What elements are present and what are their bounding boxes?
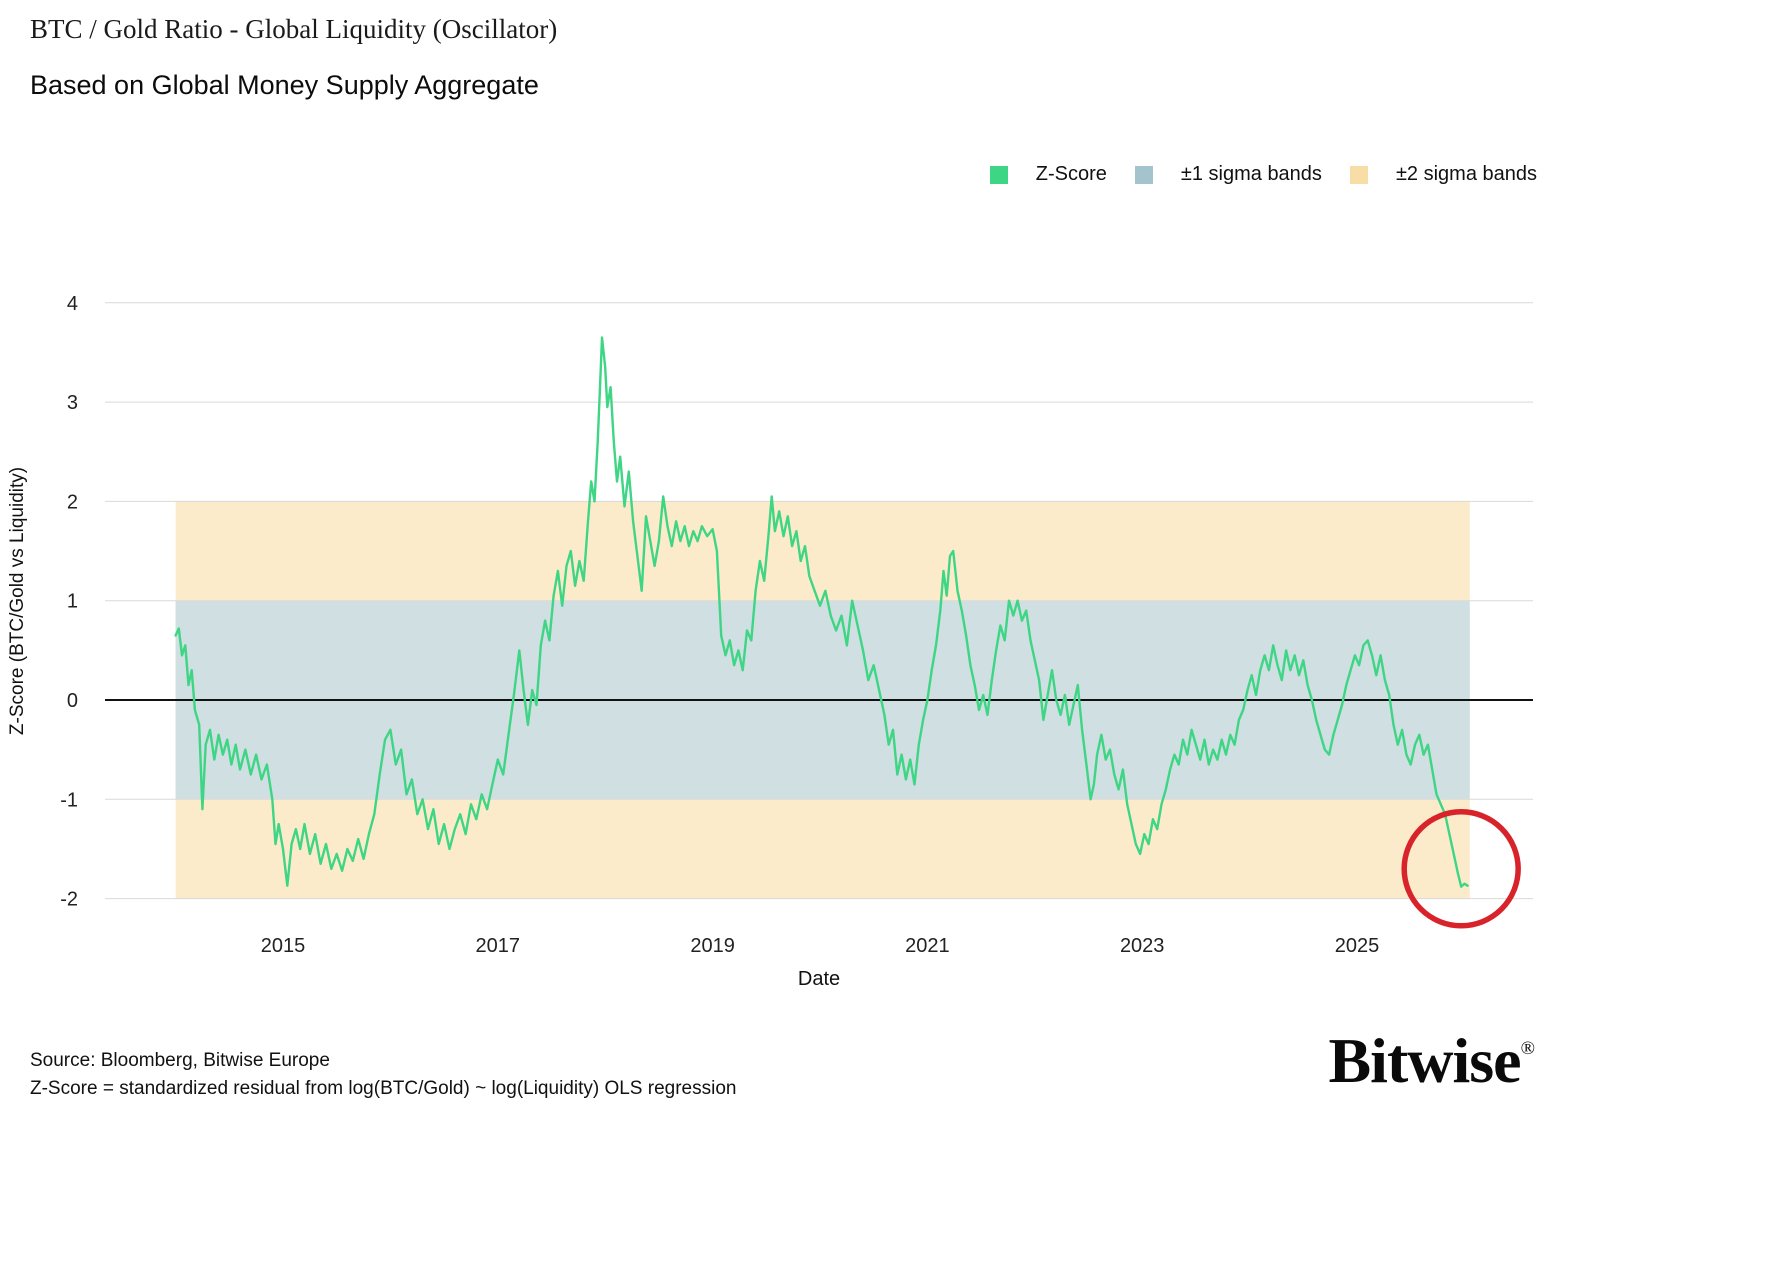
- chart-title: BTC / Gold Ratio - Global Liquidity (Osc…: [30, 14, 558, 44]
- zscore-line: [174, 336, 1469, 888]
- legend-item-zscore: Z-Score: [989, 163, 1107, 186]
- legend-item-sigma1: ±1 sigma bands: [1134, 163, 1322, 186]
- chart-legend: Z-Score ±1 sigma bands ±2 sigma bands: [989, 163, 1537, 186]
- x-tick-label: 2021: [905, 935, 950, 957]
- x-tick-label: 2015: [261, 935, 306, 957]
- definition-note: Z-Score = standardized residual from log…: [30, 1078, 737, 1099]
- y-tick-label: 4: [67, 293, 78, 315]
- y-tick-label: 2: [67, 491, 78, 513]
- legend-label-zscore: Z-Score: [1035, 163, 1107, 185]
- y-axis-title: Z-Score (BTC/Gold vs Liquidity): [7, 466, 28, 736]
- y-tick-label: -2: [60, 889, 78, 911]
- sigma1-swatch-icon: [1134, 165, 1153, 184]
- y-tick-label: 3: [67, 392, 78, 414]
- x-tick-label: 2019: [690, 935, 735, 957]
- x-axis-title: Date: [797, 968, 841, 990]
- chart-subtitle: Based on Global Money Supply Aggregate: [30, 70, 539, 100]
- highlight-circle-annotation: [1401, 809, 1521, 929]
- bitwise-logo: Bitwise®: [1328, 1024, 1535, 1098]
- legend-label-sigma2: ±2 sigma bands: [1395, 163, 1537, 185]
- y-tick-label: -1: [60, 789, 78, 811]
- bitwise-logo-text: Bitwise: [1328, 1025, 1521, 1096]
- y-tick-label: 0: [67, 690, 78, 712]
- x-tick-label: 2023: [1120, 935, 1165, 957]
- x-tick-label: 2017: [476, 935, 521, 957]
- legend-label-sigma1: ±1 sigma bands: [1180, 163, 1322, 185]
- y-tick-label: 1: [67, 591, 78, 613]
- sigma2-swatch-icon: [1349, 165, 1368, 184]
- x-tick-label: 2025: [1335, 935, 1380, 957]
- registered-mark: ®: [1520, 1038, 1535, 1059]
- source-note: Source: Bloomberg, Bitwise Europe: [30, 1050, 330, 1071]
- zscore-swatch-icon: [989, 165, 1008, 184]
- legend-item-sigma2: ±2 sigma bands: [1349, 163, 1537, 186]
